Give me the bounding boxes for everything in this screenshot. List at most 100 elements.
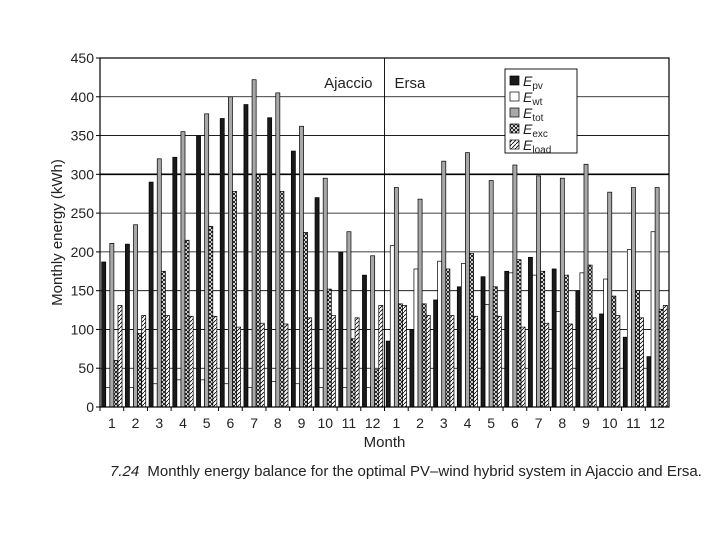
bar-eload-ajaccio-6 [236,326,241,408]
bar-etot-ajaccio-12 [370,255,376,408]
bar-eload-ersa-9 [591,317,597,408]
bar-etot-ajaccio-6 [228,96,233,408]
x-tick-label: 4 [464,415,472,431]
x-tick-label: 3 [440,415,448,431]
bar-eexc-ajaccio-12 [374,369,380,408]
bar-eload-ersa-10 [615,315,621,408]
bar-ewt-ersa-2 [413,268,419,408]
bar-eexc-ersa-8 [564,274,569,408]
bar-eload-ajaccio-10 [330,315,336,408]
legend-swatch-epv [509,75,520,86]
x-tick-label: 8 [558,415,566,431]
x-tick-label: 12 [649,415,665,431]
bar-epv-ersa-2 [409,329,415,408]
x-tick-label: 7 [250,415,258,431]
bar-eexc-ersa-11 [635,290,640,408]
bar-eload-ersa-7 [544,322,550,408]
bar-eexc-ajaccio-3 [160,270,166,408]
y-tick-label: 250 [71,205,95,221]
legend-swatch-etot [509,107,520,118]
bar-epv-ersa-12 [646,356,652,408]
x-tick-label: 9 [298,415,306,431]
bar-etot-ajaccio-8 [275,92,281,408]
bar-eexc-ersa-12 [658,308,664,408]
y-tick-label: 200 [71,244,95,260]
bar-etot-ersa-4 [465,152,470,408]
x-tick-label: 6 [226,415,234,431]
legend-label-ewt: Ewt [523,89,543,108]
bar-epv-ersa-6 [504,270,510,408]
bar-ewt-ajaccio-2 [129,387,134,408]
x-tick-label: 4 [179,415,187,431]
bar-epv-ajaccio-5 [196,135,201,408]
bar-epv-ajaccio-4 [172,156,178,408]
bar-epv-ersa-5 [480,276,486,408]
bar-epv-ajaccio-6 [219,118,225,408]
figure-caption: 7.24 Monthly energy balance for the opti… [110,462,710,482]
bar-etot-ersa-5 [488,180,494,408]
bar-eload-ersa-1 [402,305,407,408]
bar-ewt-ajaccio-4 [176,379,182,408]
bar-epv-ersa-9 [575,290,581,408]
bar-etot-ersa-2 [417,198,423,408]
bar-ewt-ajaccio-9 [295,383,300,408]
bar-etot-ersa-11 [631,187,636,408]
bar-eload-ersa-3 [449,315,455,408]
caption-number: 7.24 [110,463,140,480]
legend-swatch-eexc [509,123,520,134]
bar-etot-ersa-8 [559,177,565,408]
y-axis-label: Monthly energy (kWh) [49,159,66,306]
bar-eload-ajaccio-8 [283,323,289,408]
bar-epv-ajaccio-11 [338,251,344,408]
x-tick-label: 8 [274,415,282,431]
bar-eexc-ajaccio-7 [255,173,261,408]
x-tick-label: 11 [626,415,641,431]
bar-eexc-ersa-3 [445,268,451,408]
bar-eexc-ersa-10 [611,295,617,408]
x-tick-label: 2 [416,415,424,431]
bar-eload-ajaccio-11 [354,317,360,408]
legend-swatch-ewt [509,91,520,102]
x-tick-label: 6 [511,415,519,431]
bar-eload-ersa-11 [639,317,644,408]
bar-eload-ersa-12 [662,305,668,408]
bar-ewt-ersa-4 [461,263,466,408]
bar-eexc-ersa-4 [469,253,474,408]
bar-ewt-ajaccio-7 [247,387,253,408]
bar-ewt-ersa-7 [532,274,537,408]
bar-ewt-ersa-8 [555,311,561,408]
x-tick-label: 2 [132,415,140,431]
x-tick-label: 10 [317,415,333,431]
energy-bar-chart: 0 50 100 150 200 250 300 350 400 450 Monthly energ… [49,50,670,451]
bar-ewt-ersa-10 [603,278,609,408]
legend-label-etot: Etot [523,105,544,124]
bar-epv-ajaccio-9 [290,150,296,408]
bar-eexc-ajaccio-8 [279,191,285,408]
x-tick-label: 5 [487,415,495,431]
bar-eload-ajaccio-7 [259,322,265,408]
bar-eload-ajaccio-9 [307,317,313,408]
bar-ewt-ajaccio-6 [223,383,229,408]
bar-eexc-ajaccio-1 [113,360,119,408]
bar-etot-ersa-12 [654,187,660,408]
caption-text: Monthly energy balance for the optimal P… [147,463,702,480]
bar-epv-ersa-10 [599,313,604,408]
bar-eload-ersa-4 [473,315,479,408]
x-tick-label: 1 [108,415,116,431]
bar-eexc-ersa-7 [540,270,546,408]
bar-ewt-ajaccio-1 [105,387,111,408]
legend-label-eexc: Eexc [523,121,548,140]
bar-etot-ajaccio-5 [204,113,210,408]
y-tick-label: 350 [71,128,95,144]
y-tick-label: 0 [86,399,94,415]
group-label-ajaccio: Ajaccio [324,75,372,92]
bar-etot-ajaccio-10 [322,177,328,408]
bar-eload-ajaccio-2 [141,315,147,408]
x-tick-label: 7 [535,415,543,431]
bar-eload-ajaccio-4 [188,315,194,408]
bar-etot-ajaccio-7 [251,79,257,408]
bar-etot-ajaccio-3 [156,158,162,408]
bar-ewt-ersa-1 [389,245,395,408]
